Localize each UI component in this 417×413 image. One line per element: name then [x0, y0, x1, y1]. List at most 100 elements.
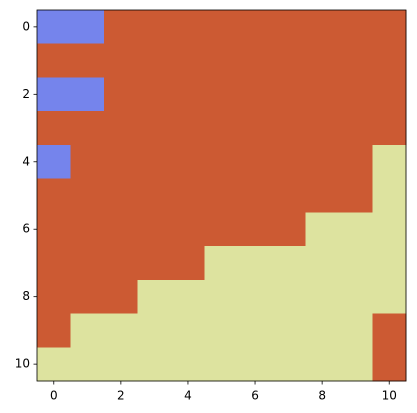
heatmap-cell	[37, 144, 72, 180]
heatmap-cell	[338, 43, 373, 78]
heatmap-cell	[104, 347, 139, 382]
heatmap-cell	[338, 144, 373, 180]
heatmap-cell	[372, 178, 407, 213]
heatmap-cell	[204, 246, 239, 281]
y-tick-label: 8	[22, 289, 30, 303]
heatmap-cell	[305, 10, 340, 45]
heatmap-cell	[372, 212, 407, 247]
heatmap-cell	[104, 77, 139, 112]
heatmap-cell	[70, 10, 105, 45]
heatmap-cell	[204, 347, 239, 382]
heatmap-cell	[271, 144, 306, 180]
heatmap-cell	[271, 178, 306, 213]
heatmap-cell	[70, 178, 105, 213]
heatmap-cell	[104, 43, 139, 78]
heatmap-cell	[204, 10, 239, 45]
heatmap-cell	[171, 313, 206, 348]
heatmap-cell	[171, 144, 206, 180]
x-tick-label: 6	[251, 389, 259, 403]
heatmap-cell	[37, 77, 72, 112]
heatmap-cell	[171, 43, 206, 78]
heatmap-cell	[238, 246, 273, 281]
y-tick-label: 10	[15, 357, 30, 371]
heatmap-cell	[70, 313, 105, 348]
heatmap-cell	[171, 111, 206, 146]
y-tick-label: 4	[22, 154, 30, 168]
heatmap-cell	[70, 77, 105, 112]
y-tick-label: 0	[22, 19, 30, 33]
heatmap-cell	[104, 313, 139, 348]
heatmap-cell	[305, 77, 340, 112]
heatmap-cell	[271, 212, 306, 247]
heatmap-cell	[305, 178, 340, 213]
heatmap-cell	[137, 178, 172, 213]
heatmap-cell	[271, 111, 306, 146]
heatmap-cell	[70, 144, 105, 180]
heatmap-cell	[37, 178, 72, 213]
heatmap-cell	[238, 43, 273, 78]
heatmap-cell	[104, 212, 139, 247]
heatmap-cell	[37, 43, 72, 78]
heatmap-cell	[338, 111, 373, 146]
y-tick-label: 2	[22, 87, 30, 101]
heatmap-cell	[305, 43, 340, 78]
heatmap-cell	[238, 144, 273, 180]
heatmap-cell	[204, 77, 239, 112]
heatmap-cell	[271, 77, 306, 112]
heatmap-cell	[104, 111, 139, 146]
heatmap-cell	[104, 10, 139, 45]
heatmap-cell	[238, 313, 273, 348]
heatmap-cell	[70, 347, 105, 382]
heatmap-cell	[372, 347, 407, 382]
heatmap-cell	[204, 43, 239, 78]
heatmap-cell	[305, 144, 340, 180]
heatmap-cell	[137, 313, 172, 348]
heatmap-cell	[137, 347, 172, 382]
heatmap-cell	[372, 279, 407, 315]
heatmap-cell	[204, 111, 239, 146]
heatmap-cell	[204, 212, 239, 247]
heatmap-cell	[37, 10, 72, 45]
heatmap-cell	[171, 279, 206, 315]
x-tick-label: 0	[50, 389, 58, 403]
heatmap-cell	[338, 178, 373, 213]
heatmap-cell	[37, 111, 72, 146]
heatmap-cell	[338, 10, 373, 45]
heatmap-cell	[104, 246, 139, 281]
heatmap-cell	[171, 246, 206, 281]
heatmap-cell	[372, 10, 407, 45]
heatmap-cell	[70, 111, 105, 146]
x-tick-label: 8	[318, 389, 326, 403]
heatmap-cell	[338, 313, 373, 348]
heatmap-cell	[37, 313, 72, 348]
heatmap-cell	[37, 246, 72, 281]
heatmap-cell	[305, 111, 340, 146]
heatmap-cell	[137, 144, 172, 180]
heatmap-cell	[171, 212, 206, 247]
heatmap-cell	[171, 77, 206, 112]
heatmap-cell	[271, 313, 306, 348]
heatmap-cell	[372, 313, 407, 348]
heatmap-cell	[305, 212, 340, 247]
heatmap-cell	[204, 279, 239, 315]
heatmap-cell	[305, 313, 340, 348]
heatmap-cell	[271, 347, 306, 382]
heatmap-cell	[137, 279, 172, 315]
heatmap-cell	[70, 279, 105, 315]
heatmap-cell	[171, 10, 206, 45]
heatmap-cell	[372, 111, 407, 146]
heatmap-cell	[305, 246, 340, 281]
heatmap-cell	[70, 212, 105, 247]
x-tick-label: 4	[184, 389, 192, 403]
heatmap-cell	[338, 77, 373, 112]
heatmap-cell	[271, 279, 306, 315]
heatmap-cell	[338, 246, 373, 281]
heatmap-cell	[137, 212, 172, 247]
heatmap-cell	[137, 10, 172, 45]
heatmap-cell	[372, 246, 407, 281]
heatmap-cell	[204, 178, 239, 213]
heatmap-cell	[171, 178, 206, 213]
heatmap-cell	[137, 43, 172, 78]
heatmap-cell	[37, 279, 72, 315]
heatmap-cell	[204, 144, 239, 180]
